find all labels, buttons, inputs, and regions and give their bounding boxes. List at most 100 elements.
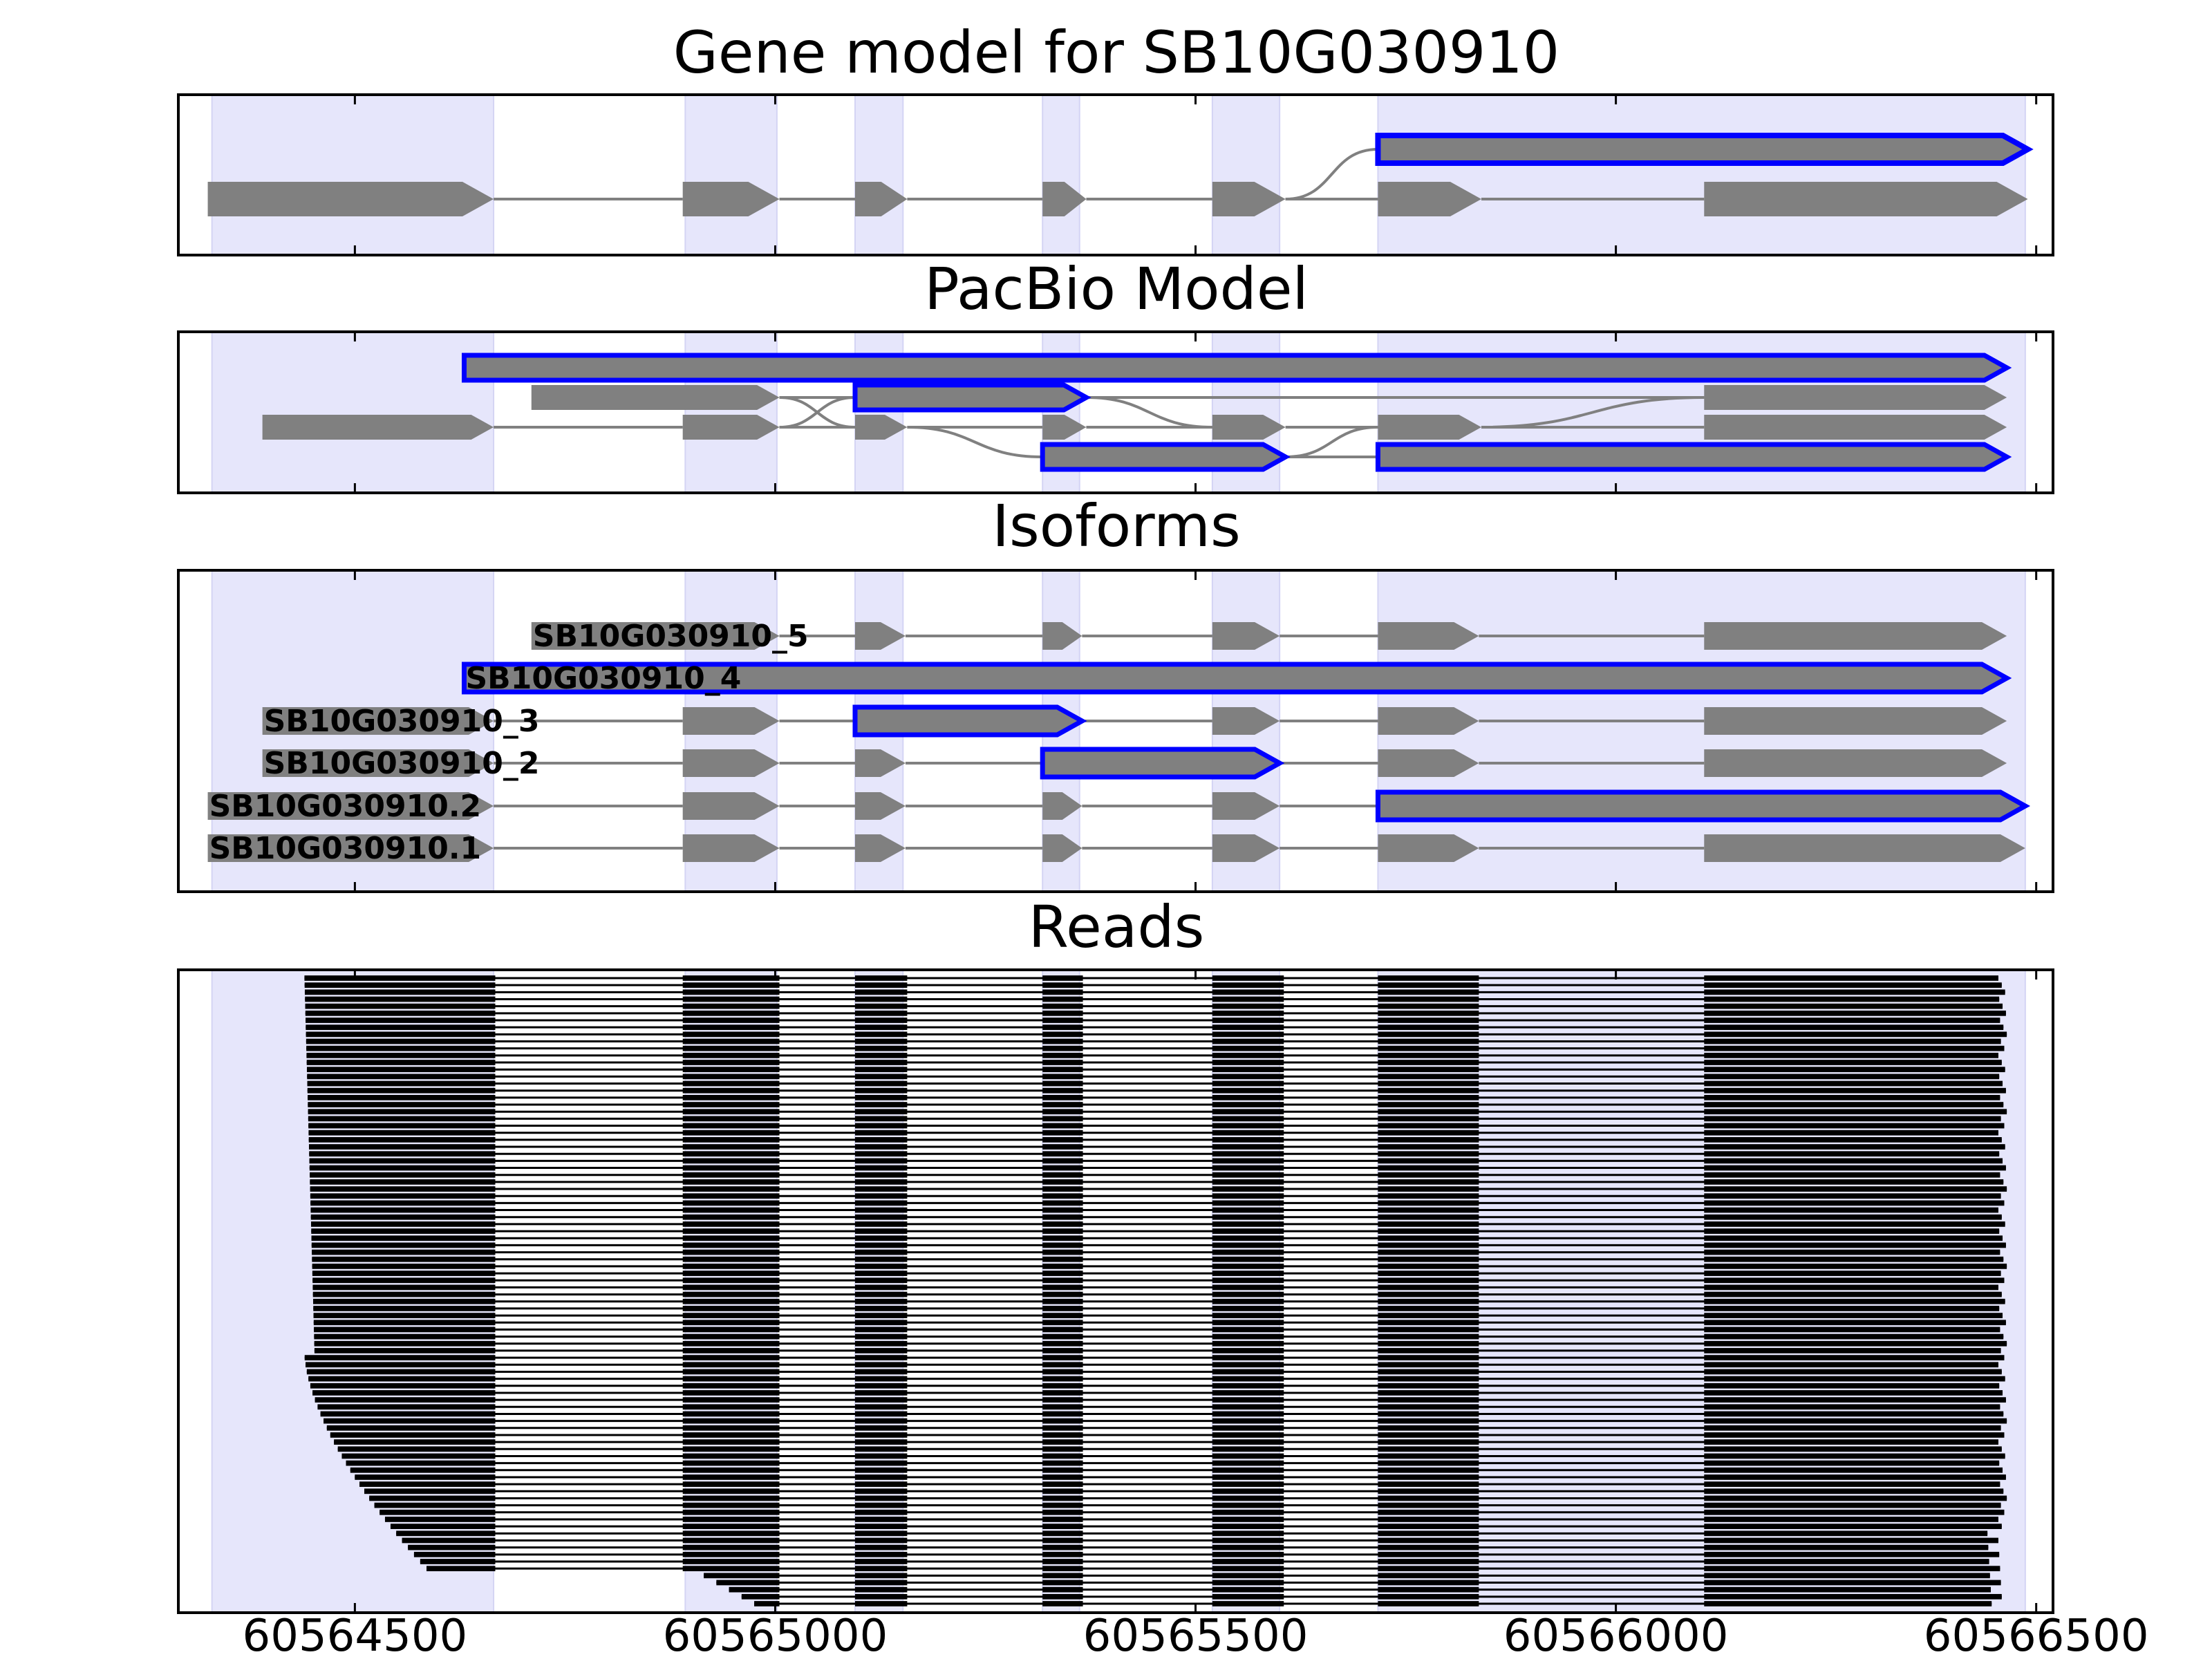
- read-block: [1704, 1425, 2001, 1431]
- read-block: [1378, 1460, 1479, 1466]
- read-block: [854, 1080, 908, 1087]
- read-block: [359, 1481, 496, 1487]
- read-block: [1042, 1411, 1083, 1417]
- x-tick-label: 60566000: [1503, 1611, 1729, 1659]
- read-block: [312, 1256, 496, 1262]
- read-block: [1378, 1467, 1479, 1473]
- exon-block: [854, 792, 906, 820]
- read-block: [682, 1214, 780, 1220]
- read-block: [312, 1284, 496, 1291]
- x-tick-label: 60564500: [243, 1611, 468, 1659]
- read-block: [1378, 1369, 1479, 1375]
- read-block: [1378, 989, 1479, 995]
- read-block: [1212, 1291, 1284, 1297]
- read-block: [1212, 1264, 1284, 1269]
- read-block: [1704, 1446, 2002, 1452]
- read-block: [312, 1271, 496, 1276]
- read-block: [1212, 1067, 1284, 1073]
- read-block: [682, 1313, 780, 1318]
- read-block: [1378, 1214, 1479, 1220]
- read-block: [682, 1425, 780, 1431]
- read-block: [682, 1221, 780, 1227]
- read-block: [306, 1369, 496, 1375]
- read-block: [854, 1348, 908, 1353]
- read-block: [1212, 1517, 1284, 1522]
- read-block: [1212, 1355, 1284, 1360]
- read-block: [312, 1291, 496, 1297]
- shaded-exon-region: [1211, 94, 1281, 256]
- read-block: [310, 1200, 496, 1206]
- read-block: [1212, 1277, 1284, 1284]
- exon-block: [1212, 622, 1280, 650]
- read-tracks: [304, 975, 2007, 1606]
- read-block: [1212, 1467, 1284, 1473]
- read-block: [413, 1551, 496, 1557]
- read-block: [1378, 1235, 1479, 1241]
- read-block: [854, 1327, 908, 1333]
- read-block: [309, 1158, 496, 1164]
- shaded-exon-region: [854, 969, 904, 1613]
- read-block: [854, 1524, 908, 1530]
- read-block: [854, 1010, 908, 1016]
- read-block: [854, 1193, 908, 1199]
- read-block: [1042, 1109, 1083, 1115]
- read-block: [1378, 1530, 1479, 1537]
- read-block: [1378, 1551, 1479, 1557]
- shaded-exon-region: [1377, 969, 2026, 1613]
- read-block: [854, 1298, 908, 1304]
- read-block: [427, 1566, 496, 1572]
- read-block: [1378, 1432, 1479, 1438]
- read-block: [682, 1327, 780, 1333]
- read-block: [1212, 1404, 1284, 1410]
- exon-block: [1704, 834, 2025, 862]
- read-block: [1704, 1109, 2007, 1115]
- read-block: [682, 1228, 780, 1234]
- read-block: [355, 1474, 496, 1480]
- read-block: [1704, 1235, 2003, 1241]
- read-block: [854, 1573, 908, 1579]
- read-block: [304, 1355, 496, 1360]
- read-block: [1704, 1123, 2005, 1129]
- read-block: [308, 1123, 496, 1129]
- read-block: [682, 1340, 780, 1347]
- read-block: [1042, 1530, 1083, 1537]
- read-block: [1378, 1109, 1479, 1115]
- read-block: [682, 1467, 780, 1473]
- read-block: [1042, 1509, 1083, 1515]
- read-block: [1704, 1369, 2002, 1375]
- read-block: [682, 1109, 780, 1115]
- x-axis: 60564500 60565000 60565500 60566000 60566500: [243, 1611, 2149, 1659]
- read-block: [1212, 1474, 1284, 1480]
- read-block: [304, 975, 496, 981]
- read-block: [1212, 1038, 1284, 1044]
- read-block: [682, 989, 780, 995]
- read-block: [854, 1158, 908, 1164]
- read-block: [682, 1460, 780, 1466]
- read-block: [1042, 1544, 1083, 1550]
- read-block: [1212, 1242, 1284, 1248]
- read-block: [682, 1102, 780, 1107]
- read-block: [1378, 1116, 1479, 1122]
- read-block: [310, 1186, 496, 1192]
- read-block: [854, 1256, 908, 1262]
- read-block: [1378, 1390, 1479, 1396]
- read-block: [1378, 1313, 1479, 1318]
- read-block: [1378, 975, 1479, 981]
- read-block: [854, 1144, 908, 1150]
- read-block: [854, 1264, 908, 1269]
- read-block: [682, 1291, 780, 1297]
- read-block: [1042, 1586, 1083, 1593]
- read-block: [315, 1397, 496, 1403]
- read-block: [1704, 975, 1998, 981]
- read-block: [1704, 1601, 1992, 1606]
- read-block: [854, 1109, 908, 1115]
- read-block: [682, 1052, 780, 1058]
- exon-block: [682, 749, 780, 777]
- read-block: [306, 1067, 496, 1073]
- read-block: [1212, 1390, 1284, 1396]
- read-block: [1378, 1074, 1479, 1080]
- read-block: [1378, 1284, 1479, 1291]
- exon-block: [1042, 834, 1082, 862]
- read-block: [1212, 1123, 1284, 1129]
- read-block: [1212, 1130, 1284, 1136]
